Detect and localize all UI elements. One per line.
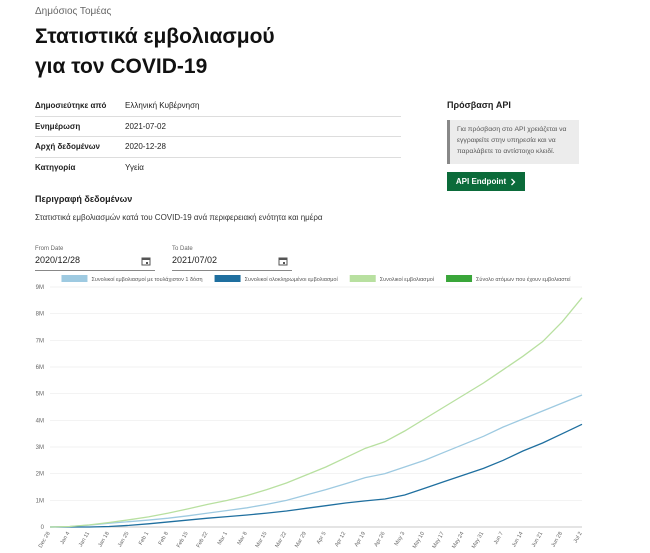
api-note: Για πρόσβαση στο API χρειάζεται να εγγρα…: [447, 120, 579, 164]
metadata-key: Ενημέρωση: [35, 121, 81, 131]
x-tick-label: Jun 14: [511, 531, 524, 548]
metadata-row: Αρχή δεδομένων 2020-12-28: [35, 137, 401, 158]
x-tick-label: Apr 26: [373, 531, 386, 548]
x-tick-label: Feb 1: [138, 531, 150, 546]
x-tick-label: Feb 8: [158, 531, 170, 546]
x-tick-label: Jun 7: [493, 531, 505, 546]
y-tick-label: 9M: [36, 285, 44, 291]
date-label: From Date: [35, 246, 64, 252]
legend-item: Συνολικοί ολοκληρωμένοι εμβολιασμοί: [214, 275, 339, 283]
y-tick-label: 1M: [36, 498, 44, 504]
series-line: [50, 423, 583, 528]
title-line: για τον COVID-19: [35, 55, 208, 78]
y-tick-label: 6M: [36, 365, 44, 371]
legend-label: Συνολικοί ολοκληρωμένοι εμβολιασμοί: [245, 276, 339, 283]
page-title: Στατιστικά εμβολιασμού για τον COVID-19: [35, 22, 275, 82]
x-tick-label: Jun 28: [551, 531, 564, 548]
x-tick-label: Feb 15: [176, 531, 190, 549]
x-tick-label: Mar 8: [237, 531, 249, 546]
y-tick-label: 3M: [36, 445, 44, 451]
x-tick-label: Apr 19: [354, 531, 367, 548]
legend-swatch: [349, 275, 376, 282]
metadata-row: Ενημέρωση 2021-07-02: [35, 117, 401, 137]
legend-label: Συνολικοί εμβολιασμοί: [380, 277, 435, 283]
series-line: [49, 394, 583, 528]
legend-swatch: [61, 275, 88, 282]
calendar-icon[interactable]: [278, 256, 288, 266]
description-title: Περιγραφή δεδομένων: [35, 194, 133, 204]
y-tick-label: 5M: [36, 392, 44, 398]
legend: Συνολικοί εμβολιασμοί με τουλάχιστον 1 δ…: [61, 275, 571, 283]
legend-swatch: [214, 275, 241, 282]
date-input[interactable]: From Date 2020/12/28: [35, 246, 155, 271]
y-tick-label: 0: [41, 525, 45, 531]
legend-item: Συνολικοί εμβολιασμοί: [349, 275, 435, 283]
date-input[interactable]: To Date 2021/07/02: [172, 246, 292, 271]
x-tick-label: Jan 25: [117, 531, 130, 548]
x-tick-label: Mar 29: [294, 531, 308, 549]
description-text: Στατιστικά εμβολιασμών κατά του COVID-19…: [35, 213, 323, 222]
chevron-icon: [511, 178, 516, 185]
metadata-value: Ελληνική Κυβέρνηση: [125, 101, 200, 111]
x-tick-label: May 31: [471, 531, 485, 550]
x-tick-label: May 17: [432, 531, 446, 550]
x-tick-label: Mar 15: [255, 531, 269, 549]
x-tick-label: May 24: [451, 531, 465, 550]
metadata-value: Υγεία: [125, 162, 144, 172]
metadata-value: 2021-07-02: [125, 121, 166, 131]
date-value[interactable]: 2021/07/02: [172, 255, 218, 265]
metadata-key: Δημοσιεύτηκε από: [35, 101, 107, 111]
api-title: Πρόσβαση API: [447, 100, 511, 110]
x-tick-label: Jan 11: [78, 531, 91, 548]
metadata-value: 2020-12-28: [125, 142, 166, 152]
y-tick-label: 2M: [36, 472, 44, 478]
legend-swatch: [446, 275, 473, 282]
x-tick-label: Mar 22: [274, 531, 288, 549]
x-tick-label: Jan 18: [97, 531, 110, 548]
legend-item: Συνολικοί εμβολιασμοί με τουλάχιστον 1 δ…: [61, 275, 203, 283]
x-tick-label: Feb 22: [196, 531, 210, 549]
legend-item: Σύνολο ατόμων που έχουν εμβολιαστεί: [446, 275, 571, 283]
x-tick-label: Apr 5: [316, 531, 328, 545]
x-tick-label: May 10: [412, 531, 426, 550]
x-tick-label: May 3: [394, 531, 407, 547]
metadata-row: Δημοσιεύτηκε από Ελληνική Κυβέρνηση: [35, 96, 401, 117]
chart: 0 1M 2M 3M 4M 5M 6M 7M 8M 9M Dec 28 Jan 4 Jan 11 Jan …: [36, 275, 584, 550]
metadata-key: Αρχή δεδομένων: [35, 142, 100, 152]
breadcrumb[interactable]: Δημόσιος Τομέας: [35, 6, 112, 17]
metadata-table: Δημοσιεύτηκε από Ελληνική Κυβέρνηση Ενημέ…: [35, 96, 401, 177]
metadata-row: Κατηγορία Υγεία: [35, 158, 401, 178]
y-tick-label: 4M: [36, 418, 44, 424]
series-line: [49, 297, 583, 528]
api-button[interactable]: API Endpoint: [447, 172, 525, 191]
date-value[interactable]: 2020/12/28: [35, 255, 81, 265]
y-tick-label: 8M: [36, 312, 44, 318]
metadata-key: Κατηγορία: [35, 162, 76, 172]
legend-label: Συνολικοί εμβολιασμοί με τουλάχιστον 1 δ…: [91, 276, 202, 283]
title-line: Στατιστικά εμβολιασμού: [35, 25, 275, 48]
api-button-label[interactable]: API Endpoint: [455, 177, 507, 186]
x-tick-label: Dec 28: [38, 531, 52, 549]
x-tick-label: Jul 2: [573, 531, 584, 544]
x-tick-label: Apr 12: [334, 531, 347, 548]
calendar-icon[interactable]: [141, 256, 151, 266]
y-tick-label: 7M: [36, 338, 44, 344]
x-tick-label: Mar 1: [217, 531, 229, 546]
x-tick-label: Jun 21: [531, 531, 544, 548]
legend-label: Σύνολο ατόμων που έχουν εμβολιαστεί: [476, 276, 571, 283]
date-label: To Date: [172, 246, 193, 252]
x-tick-label: Jan 4: [60, 531, 72, 546]
